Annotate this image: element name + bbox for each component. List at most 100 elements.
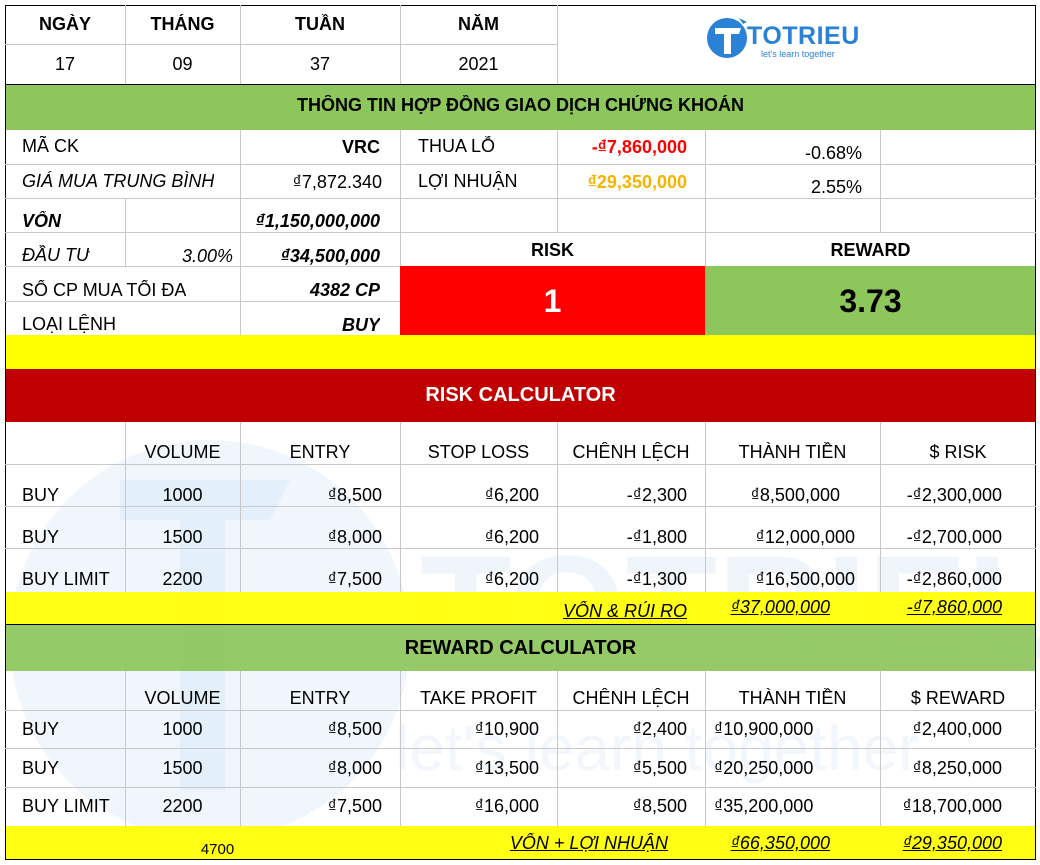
reward-row-3-amount: ₫35,200,000 [714,796,814,816]
week-value: 37 [309,54,331,74]
reward-row-3-volume: 2200 [162,796,203,816]
reward-calculator-band [5,624,1036,671]
reward-row-1-volume: 1000 [162,719,203,739]
grid-line [880,671,881,826]
risk-calculator-title: RISK CALCULATOR [425,384,616,406]
risk-row-2-entry: ₫8,000 [327,527,382,547]
max-shares-value: 4382 CP [309,280,380,300]
risk-header-entry: ENTRY [289,442,351,462]
reward-row-1-amount: ₫10,900,000 [714,719,814,739]
reward-row-2-type: BUY [22,758,60,778]
max-shares-label: SỐ CP MUA TỐI ĐA [22,280,187,300]
grid-line [125,671,126,826]
reward-header-difference: CHÊNH LỆCH [572,688,690,708]
risk-total-risk: -₫7,860,000 [906,597,1002,617]
investment-value: ₫34,500,000 [280,246,380,266]
risk-row-2-type: BUY [22,527,60,547]
order-type-label: LOẠI LỆNH [22,314,117,334]
loss-pct: -0.68% [804,143,862,163]
grid-line [880,422,881,592]
reward-row-1-entry: ₫8,500 [327,719,382,739]
risk-row-3-stop-loss: ₫6,200 [484,569,539,589]
grid-line [705,130,706,266]
risk-header-difference: CHÊNH LỆCH [572,442,690,462]
grid-line [5,748,1036,749]
grid-line [5,506,1036,507]
risk-row-2-stop-loss: ₫6,200 [484,527,539,547]
month-label: THÁNG [150,14,215,34]
grid-line [125,422,126,592]
totrieu-logo: TOTRIEU let's learn together [703,12,863,62]
grid-line [5,84,1036,85]
year-value: 2021 [458,54,499,74]
reward-row-3-entry: ₫7,500 [327,796,382,816]
reward-row-1-reward: ₫2,400,000 [912,719,1002,739]
contract-title-band [5,84,1036,130]
risk-box [400,266,705,335]
reward-total-amount: ₫66,350,000 [730,833,830,853]
day-label: NGÀY [38,14,91,34]
grid-line [400,130,401,266]
risk-row-3-difference: -₫1,300 [626,569,687,589]
risk-calculator-band [5,369,1036,422]
risk-total-label: VỐN & RỦI RO [562,601,687,621]
risk-row-1-volume: 1000 [162,485,203,505]
reward-row-1-difference: ₫2,400 [632,719,687,739]
risk-row-3-type: BUY LIMIT [22,569,110,589]
reward-row-2-reward: ₫8,250,000 [912,758,1002,778]
grid-line [5,464,1036,465]
reward-header-entry: ENTRY [289,688,351,708]
investment-label: ĐẦU TƯ [22,245,91,265]
loss-value: -₫7,860,000 [591,137,687,157]
reward-row-2-entry: ₫8,000 [327,758,382,778]
risk-row-1-entry: ₫8,500 [327,485,382,505]
reward-header-volume: VOLUME [144,688,221,708]
month-value: 09 [172,54,193,74]
reward-row-1-type: BUY [22,719,60,739]
risk-row-3-volume: 2200 [162,569,203,589]
reward-row-3-take-profit: ₫16,000 [474,796,539,816]
year-label: NĂM [458,14,499,34]
risk-label: RISK [530,240,574,260]
risk-total-band [5,592,1036,624]
grid-line [5,624,1036,625]
reward-total-volume: 4700 [200,841,235,858]
reward-row-3-type: BUY LIMIT [22,796,110,816]
yellow-spacer [5,335,1036,369]
risk-header-amount: THÀNH TIỀN [738,442,847,462]
grid-line [5,266,400,267]
grid-line [880,130,881,232]
risk-row-1-amount: ₫8,500,000 [750,485,840,505]
risk-header-risk: $ RISK [929,442,987,462]
profit-pct: 2.55% [810,177,862,197]
risk-row-3-amount: ₫16,500,000 [755,569,855,589]
order-type-value: BUY [341,315,380,335]
profit-value: ₫29,350,000 [587,172,687,192]
risk-row-3-entry: ₫7,500 [327,569,382,589]
grid-line [557,671,558,826]
grid-line [240,5,241,84]
grid-line [5,548,1036,549]
risk-row-1-type: BUY [22,485,60,505]
ma-ck-label: MÃ CK [22,136,80,156]
capital-label: VỐN [22,211,62,231]
avg-price-value: ₫7,872.340 [292,172,382,192]
grid-line [705,671,706,826]
risk-value: 1 [543,283,562,319]
grid-line [5,787,1036,788]
logo-tagline: let's learn together [761,49,835,59]
grid-line [5,301,400,302]
logo-name: TOTRIEU [747,22,860,50]
reward-label: REWARD [830,240,911,260]
grid-line [5,44,557,45]
reward-row-1-take-profit: ₫10,900 [474,719,539,739]
reward-row-2-amount: ₫20,250,000 [714,758,814,778]
risk-row-2-volume: 1500 [162,527,203,547]
grid-line [5,164,1036,165]
reward-total-label: VỐN + LỢI NHUẬN [509,833,668,853]
profit-label: LỢI NHUẬN [418,171,518,191]
investment-pct: 3.00% [181,246,233,266]
grid-line [705,422,706,592]
reward-row-2-take-profit: ₫13,500 [474,758,539,778]
